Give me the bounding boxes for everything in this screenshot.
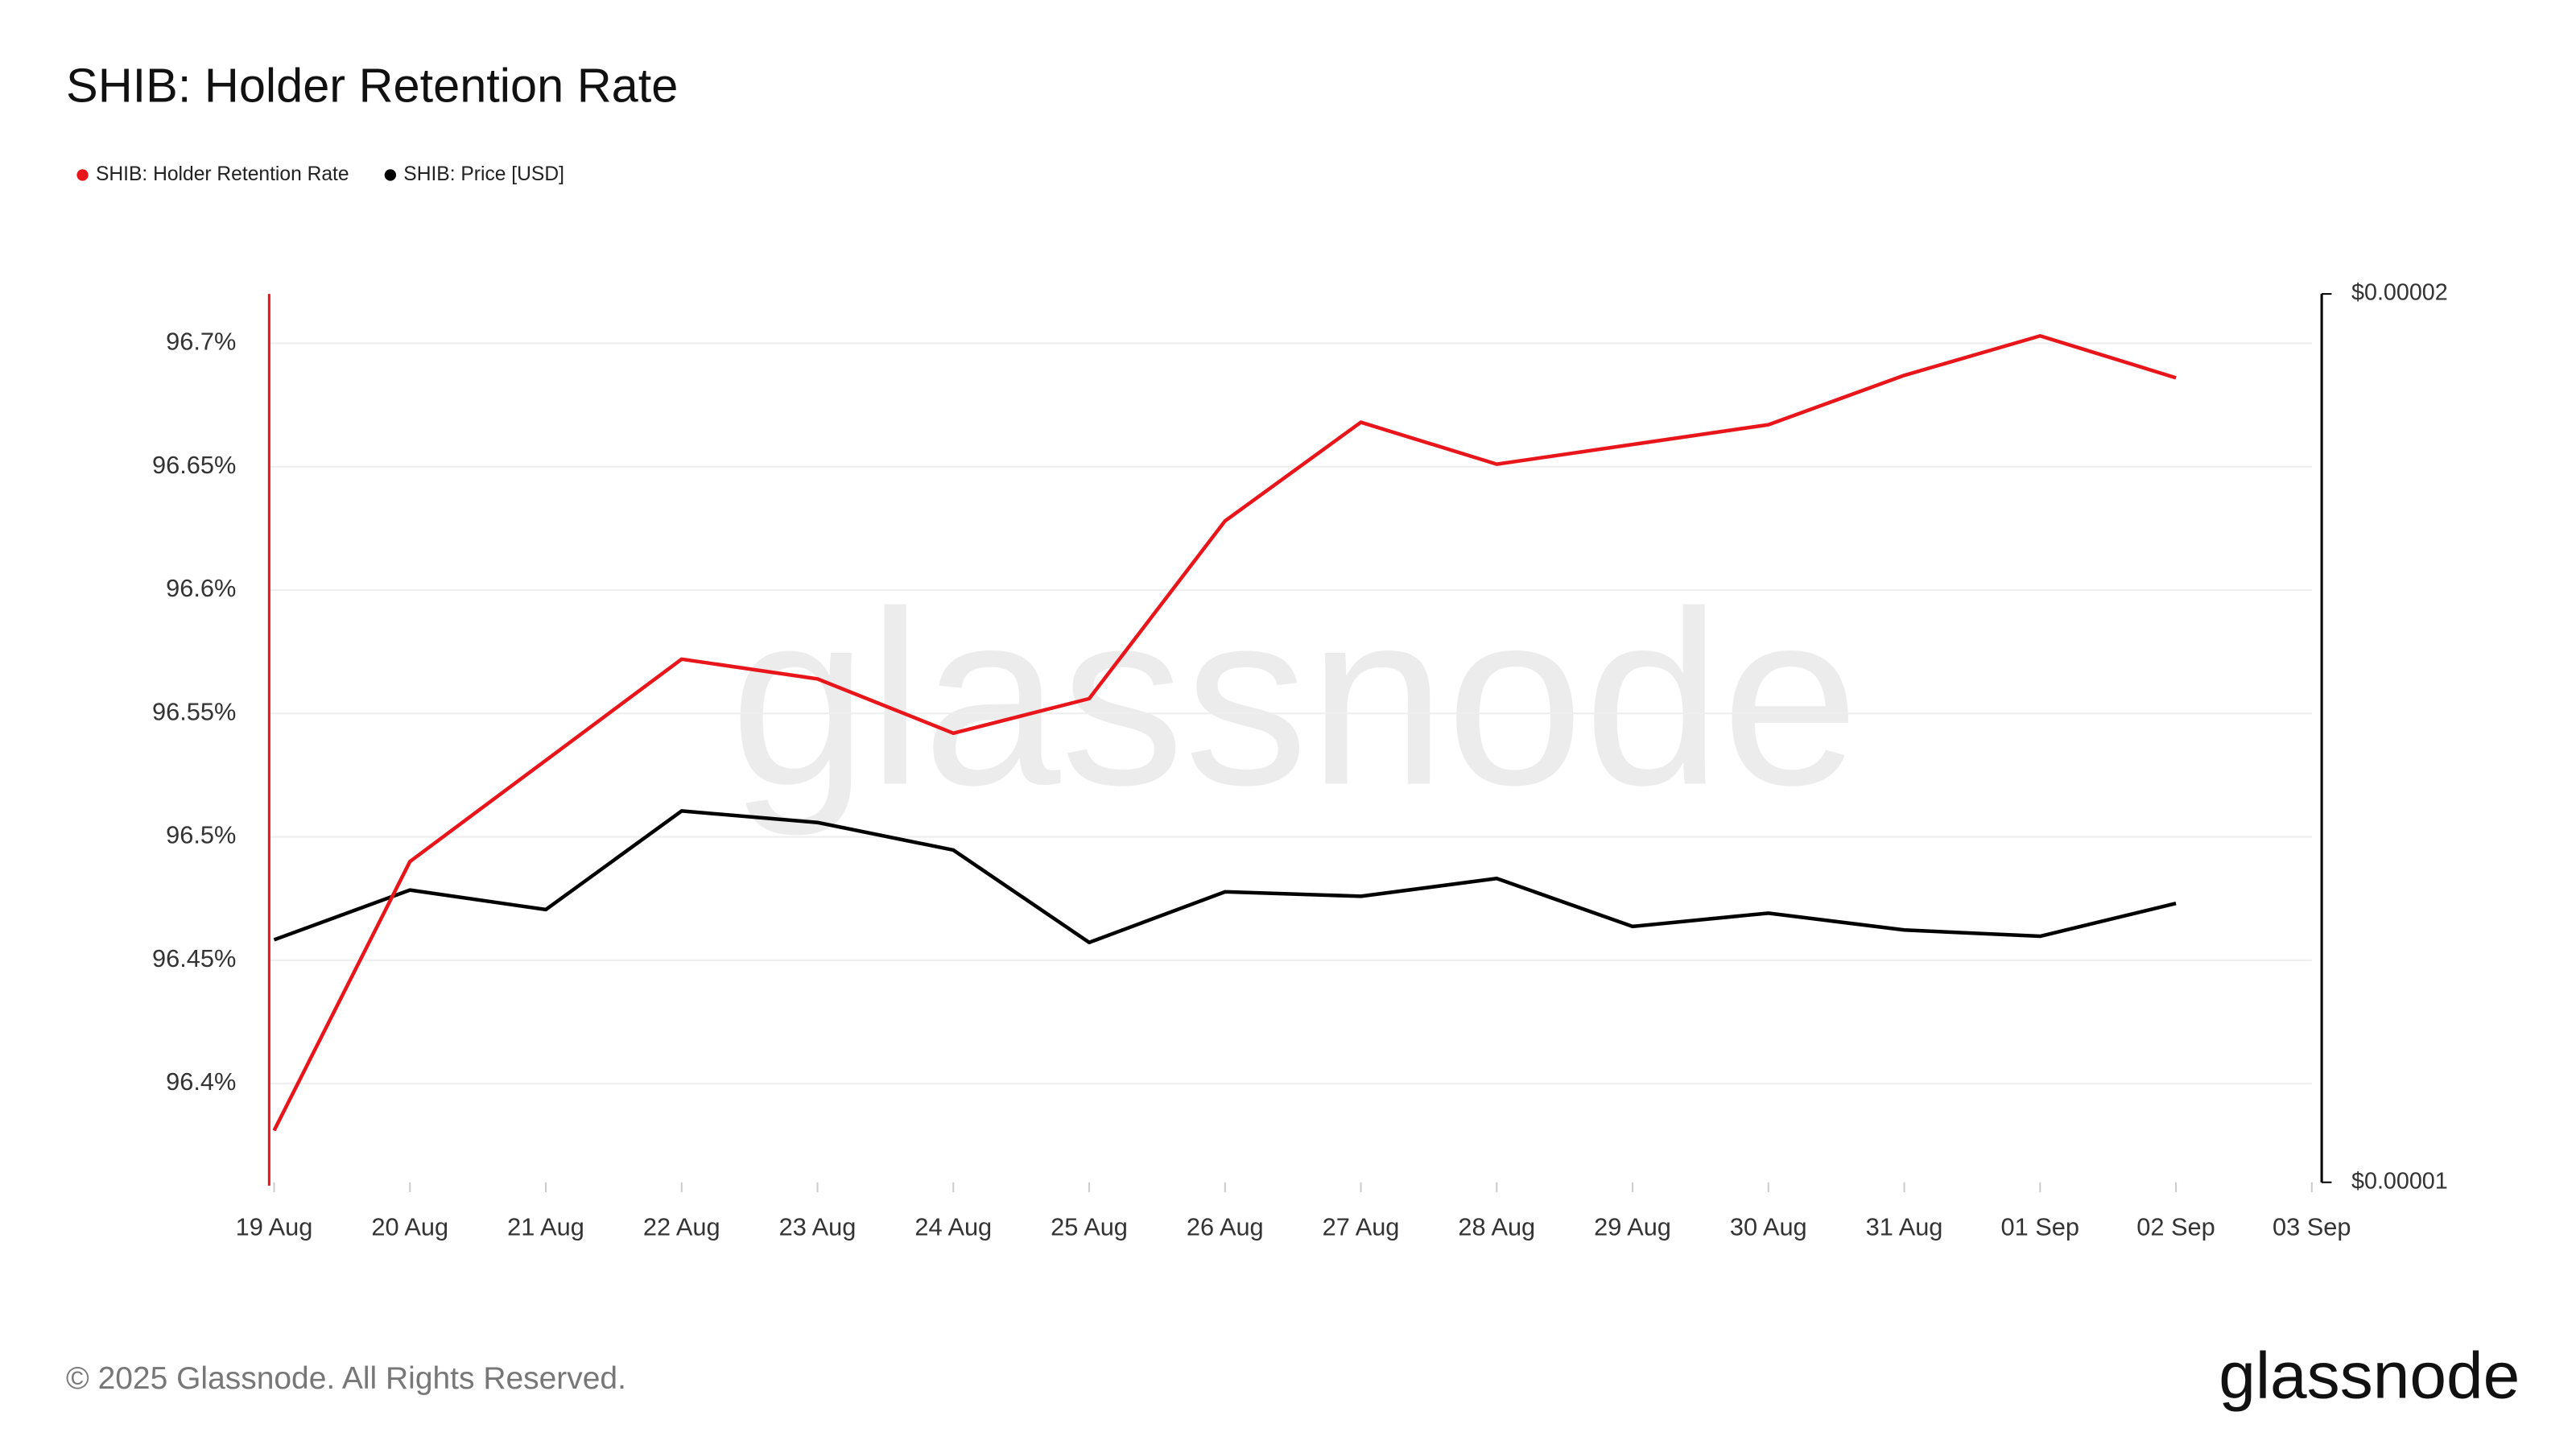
x-tick-label: 24 Aug <box>914 1212 992 1241</box>
chart-title: SHIB: Holder Retention Rate <box>66 58 678 112</box>
y-tick-label: 96.5% <box>166 821 236 849</box>
legend-label: SHIB: Price [USD] <box>403 163 564 185</box>
x-tick-label: 22 Aug <box>643 1212 720 1241</box>
x-tick-label: 20 Aug <box>371 1212 448 1241</box>
x-tick-label: 03 Sep <box>2273 1212 2351 1241</box>
x-tick-label: 01 Sep <box>2001 1212 2079 1241</box>
x-tick-label: 26 Aug <box>1187 1212 1264 1241</box>
y-tick-label: 96.65% <box>152 451 236 479</box>
x-tick-label: 29 Aug <box>1594 1212 1671 1241</box>
y-tick-label: 96.55% <box>152 697 236 725</box>
x-tick-label: 25 Aug <box>1051 1212 1128 1241</box>
x-tick-label: 23 Aug <box>779 1212 857 1241</box>
x-tick-label: 19 Aug <box>236 1212 313 1241</box>
y-tick-label: 96.4% <box>166 1067 236 1096</box>
series-line <box>272 333 2177 1132</box>
x-tick-label: 28 Aug <box>1458 1212 1535 1241</box>
series-line <box>273 809 2177 945</box>
x-tick-label: 30 Aug <box>1730 1212 1807 1241</box>
x-tick-label: 21 Aug <box>507 1212 584 1241</box>
y-tick-label: 96.7% <box>166 328 236 356</box>
x-tick-label: 02 Sep <box>2136 1212 2215 1241</box>
logo: glassnode <box>2219 1340 2520 1413</box>
legend-marker <box>76 169 89 181</box>
y-tick-label: 96.6% <box>166 574 236 602</box>
legend-label: SHIB: Holder Retention Rate <box>96 163 349 185</box>
x-tick-label: 31 Aug <box>1866 1212 1943 1241</box>
y2-tick-label: $0.00001 <box>2351 1168 2448 1194</box>
y-tick-label: 96.45% <box>152 944 236 972</box>
x-tick-label: 27 Aug <box>1323 1212 1400 1241</box>
y2-tick-label: $0.00002 <box>2351 280 2448 306</box>
watermark: glassnode <box>730 560 1860 838</box>
legend-marker <box>384 169 397 181</box>
footer: © 2025 Glassnode. All Rights Reserved. <box>66 1361 626 1396</box>
